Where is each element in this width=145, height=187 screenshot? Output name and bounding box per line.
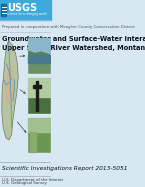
Bar	[28, 55, 50, 63]
Bar	[0, 0, 51, 20]
Text: USGS: USGS	[7, 3, 37, 13]
Text: Upper Smith River Watershed, Montana, 2006–2010: Upper Smith River Watershed, Montana, 20…	[2, 45, 145, 51]
Polygon shape	[5, 64, 15, 106]
Polygon shape	[28, 50, 50, 55]
Bar	[28, 118, 50, 132]
Bar	[28, 78, 50, 113]
Text: Prepared in cooperation with Meagher County Conservation District: Prepared in cooperation with Meagher Cou…	[2, 25, 134, 29]
Text: science for a changing world: science for a changing world	[7, 12, 47, 16]
Bar	[28, 78, 50, 97]
Bar	[28, 38, 50, 73]
Text: Scientific Investigations Report 2013-5051: Scientific Investigations Report 2013-50…	[2, 166, 127, 171]
Bar	[1, 4, 6, 16]
Bar	[28, 38, 50, 55]
Bar	[33, 85, 41, 88]
Text: Groundwater and Surface-Water Interaction within the: Groundwater and Surface-Water Interactio…	[2, 36, 145, 42]
Bar	[36, 81, 38, 111]
Text: U.S. Department of the Interior: U.S. Department of the Interior	[2, 178, 63, 182]
Polygon shape	[2, 41, 18, 140]
Bar	[30, 132, 36, 152]
Text: U.S. Geological Survey: U.S. Geological Survey	[2, 181, 46, 185]
Bar	[28, 118, 50, 152]
